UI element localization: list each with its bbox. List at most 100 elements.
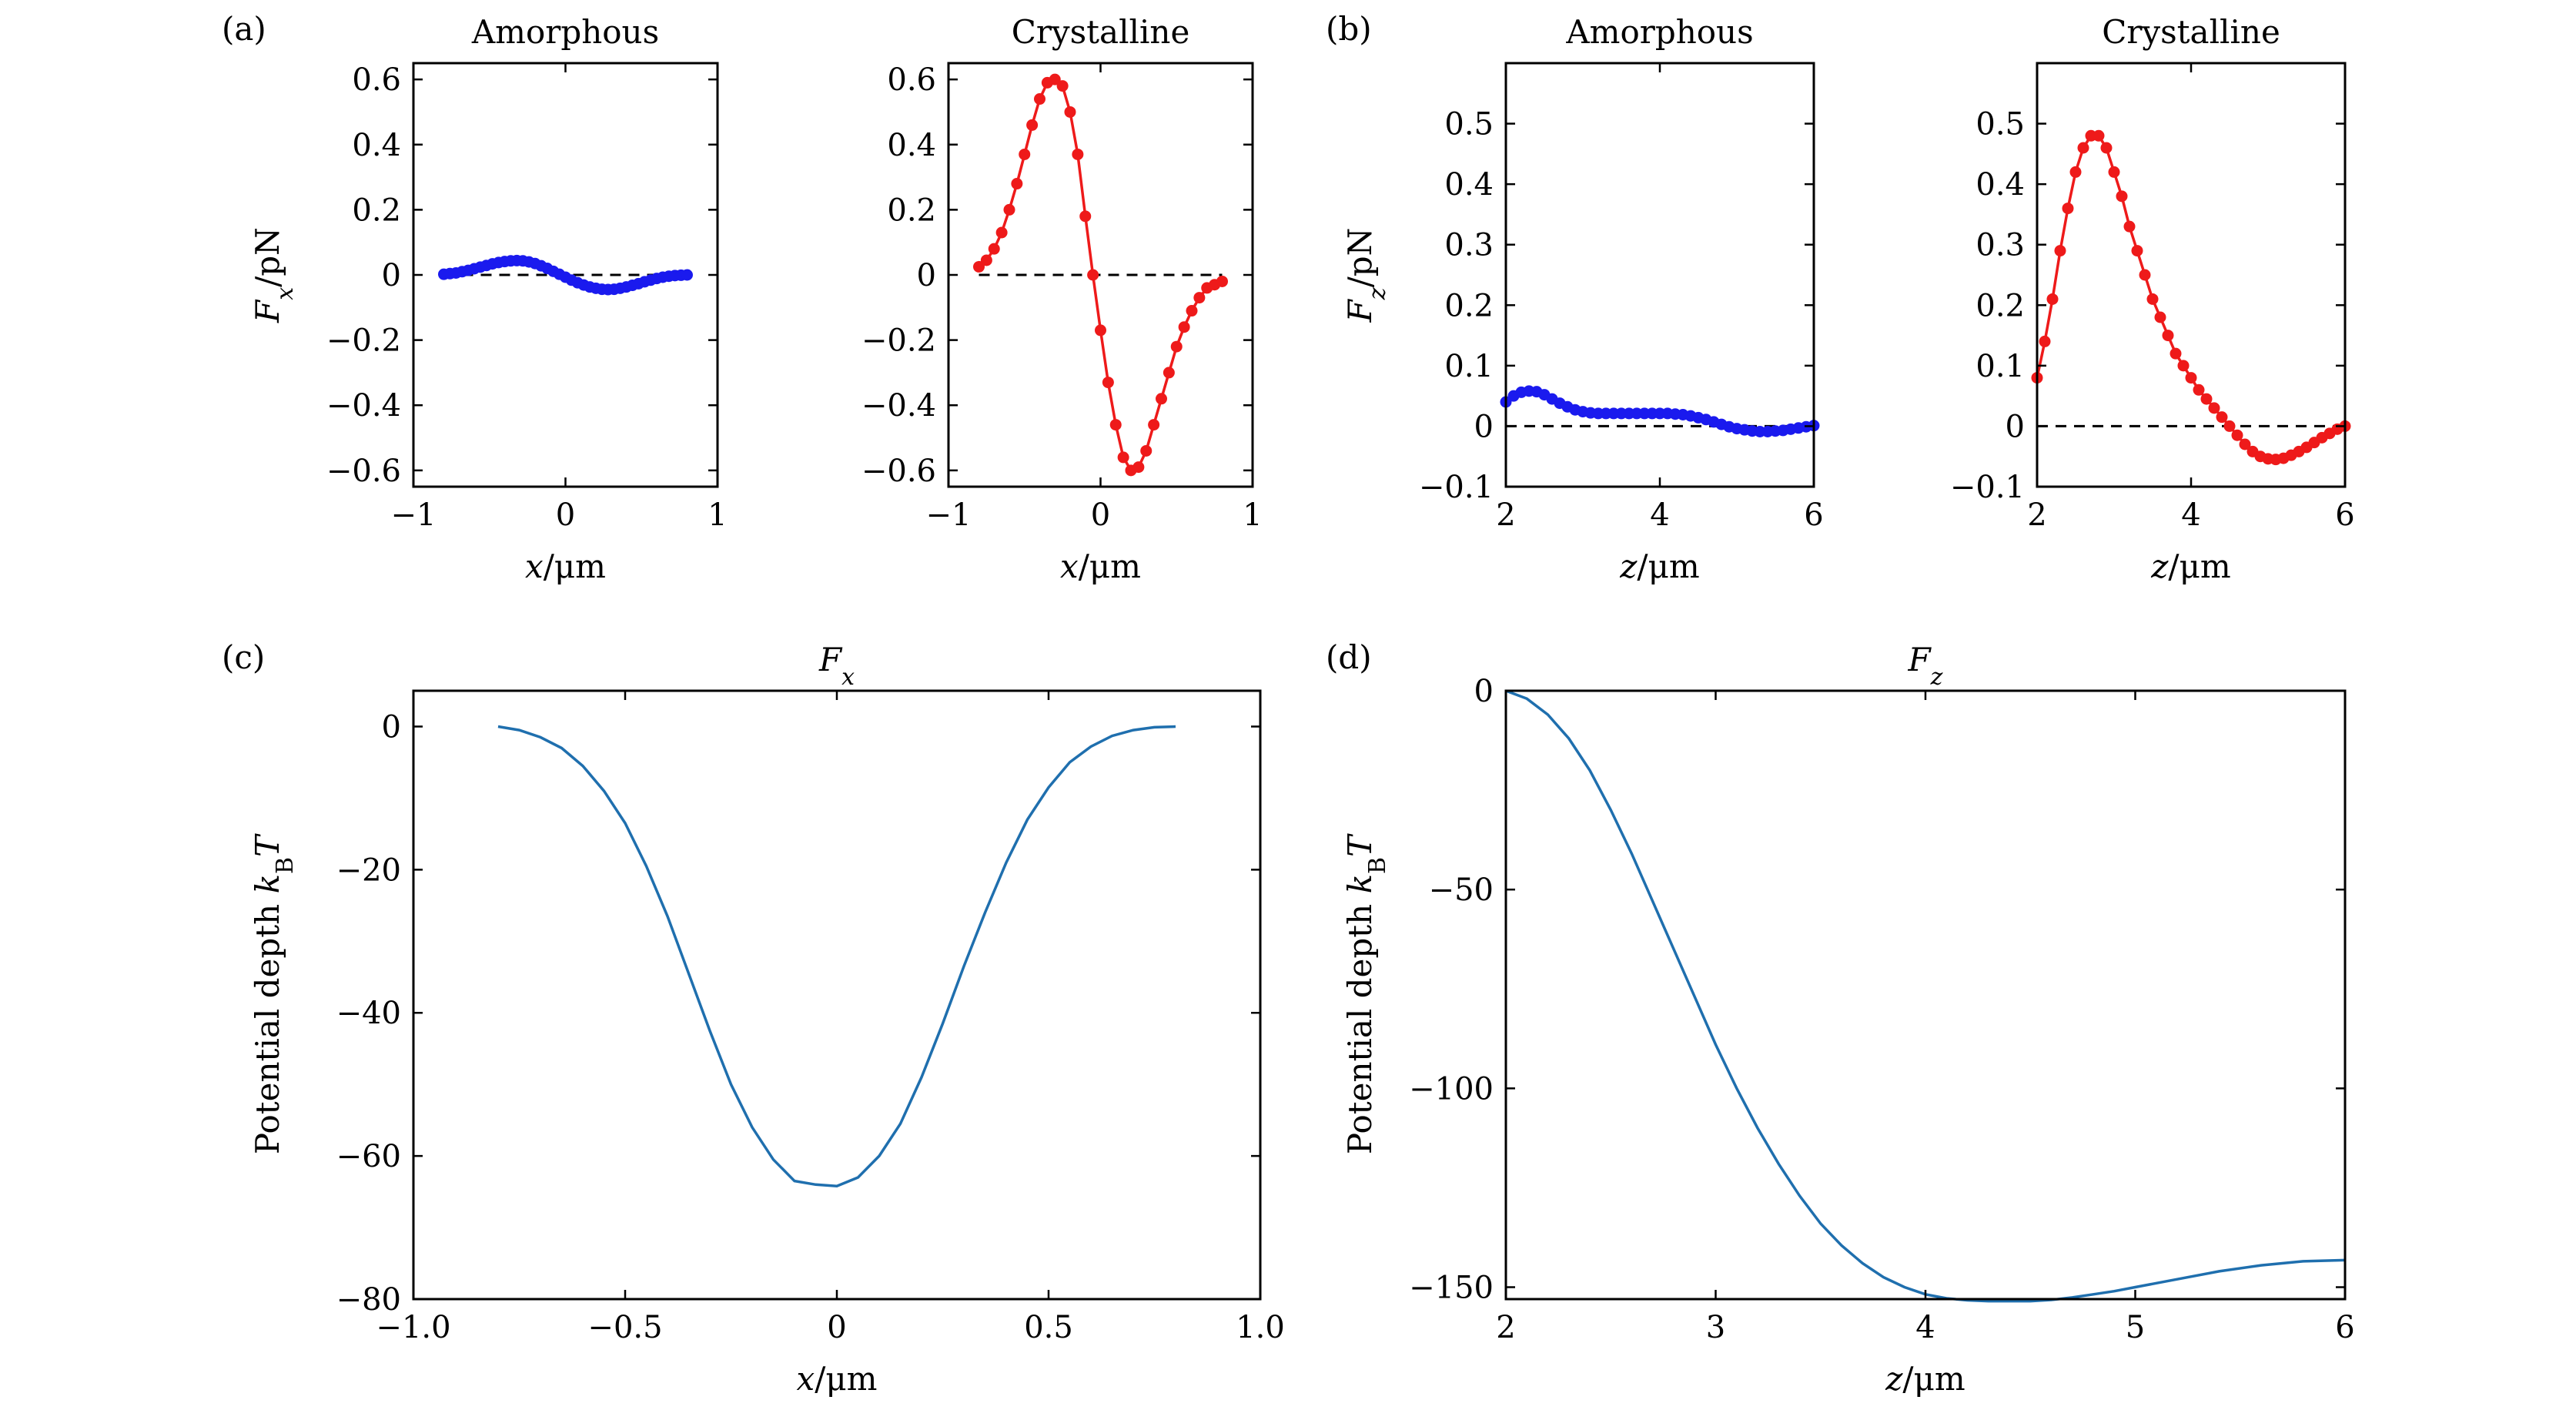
data-point: [1079, 210, 1092, 223]
y-tick-label: 0: [917, 258, 936, 293]
y-tick-label: 0: [382, 258, 401, 293]
data-point: [2223, 420, 2236, 432]
x-tick-label: 1: [1243, 497, 1262, 533]
data-point: [1140, 444, 1153, 457]
x-tick-label: −1: [391, 497, 437, 533]
x-tick-label: 6: [2335, 497, 2354, 533]
x-tick-label: 1.0: [1236, 1310, 1285, 1345]
data-point: [2054, 245, 2066, 257]
data-point: [1193, 292, 1206, 304]
y-axis-label: Potential depth kBT: [249, 833, 299, 1154]
data-point: [2193, 383, 2205, 396]
y-tick-label: 0: [1474, 674, 1494, 709]
data-point: [2100, 142, 2113, 154]
x-axis-label: x/μm: [1060, 548, 1141, 585]
chart-panel-a1: −1 0 1 −0.6 −0.4 −0.2 0 0.2 0.4 0.6 Amorphous x/μm F…: [249, 13, 728, 585]
data-point: [1186, 305, 1198, 317]
chart-panel-b1: 2 4 6 −0.1 0 0.1 0.2 0.3 0.4 0.5 Amorphous z/μm Fz/p…: [1341, 13, 1824, 585]
plots-group: −1 0 1 −0.6 −0.4 −0.2 0 0.2 0.4 0.6 Amorphous x/μm F…: [249, 13, 2355, 1398]
y-tick-label: 0.2: [1975, 288, 2025, 323]
plot-frame: [2036, 62, 2347, 488]
data-point: [2185, 372, 2197, 384]
data-point: [1026, 119, 1039, 131]
y-tick-label: −50: [1429, 872, 1494, 908]
data-point: [2046, 293, 2059, 305]
y-tick-label: 0: [1474, 409, 1494, 444]
data-point: [1216, 275, 1228, 287]
data-point: [1156, 393, 1167, 405]
y-tick-label: 0: [2006, 409, 2025, 444]
data-point: [1034, 93, 1045, 105]
y-tick-label: −60: [336, 1139, 401, 1174]
y-tick-label: −0.1: [1950, 470, 2025, 505]
y-tick-label: 0.4: [887, 128, 936, 163]
y-tick-label: 0.2: [1444, 288, 1494, 323]
y-tick-label: 0.4: [1975, 167, 2025, 203]
panel-label-c: (c): [222, 638, 265, 676]
data-point: [2108, 166, 2120, 178]
x-axis-label: x/μm: [797, 1360, 878, 1398]
data-point: [1117, 451, 1129, 464]
data-point: [1109, 419, 1122, 431]
x-tick-label: −1.0: [376, 1310, 450, 1345]
data-point: [2208, 402, 2220, 414]
x-tick-label: 3: [1706, 1310, 1725, 1345]
data-point: [2093, 129, 2105, 142]
data-point: [2131, 245, 2143, 257]
data-point: [2116, 190, 2128, 203]
x-tick-label: 6: [2335, 1310, 2354, 1345]
y-tick-label: −0.4: [861, 388, 936, 424]
y-tick-label: 0.1: [1444, 349, 1494, 384]
y-tick-label: 0.2: [887, 193, 936, 228]
data-point: [2077, 142, 2089, 154]
chart-panel-c: −1.0 −0.5 0 0.5 1.0 −80 −60 −40 −20 0 Fx x/μm Potent…: [249, 641, 1285, 1398]
data-point: [1056, 80, 1069, 92]
data-point: [2216, 411, 2228, 424]
x-tick-label: −0.5: [587, 1310, 662, 1345]
chart-title: Fz: [1908, 641, 1943, 691]
x-tick-label: 0: [1091, 497, 1110, 533]
chart-title: Crystalline: [2102, 13, 2280, 51]
y-tick-label: 0.5: [1975, 107, 2025, 142]
panel-label-b: (b): [1326, 10, 1372, 48]
y-tick-label: 0.5: [1444, 107, 1494, 142]
data-point: [1011, 178, 1023, 190]
data-point: [2170, 347, 2182, 360]
x-tick-label: 2: [1496, 497, 1515, 533]
y-tick-label: −0.6: [861, 454, 936, 489]
x-tick-label: 0: [827, 1310, 846, 1345]
y-tick-label: −0.1: [1419, 470, 1494, 505]
data-point: [2146, 293, 2159, 305]
y-tick-label: −80: [336, 1282, 401, 1318]
data-point: [1102, 377, 1114, 389]
chart-panel-a2: −1 0 1 −0.6 −0.4 −0.2 0 0.2 0.4 0.6 Crystalline x/μ…: [861, 13, 1263, 585]
y-tick-label: −150: [1409, 1271, 1494, 1306]
x-tick-label: 4: [2181, 497, 2200, 533]
x-axis-label: z/μm: [1619, 548, 1699, 585]
y-tick-label: −0.6: [326, 454, 401, 489]
chart-panel-b2: 2 4 6 −0.1 0 0.1 0.2 0.3 0.4 0.5 Crystalline z/μm: [1950, 13, 2355, 585]
data-point: [2039, 335, 2051, 347]
plot-frame: [1504, 689, 2347, 1301]
y-tick-label: −40: [336, 996, 401, 1031]
x-axis-label: z/μm: [2150, 548, 2230, 585]
data-point: [2123, 220, 2136, 233]
x-tick-label: −1: [926, 497, 972, 533]
x-tick-label: 2: [1496, 1310, 1515, 1345]
data-point: [1148, 419, 1160, 431]
y-tick-label: 0: [382, 709, 401, 745]
x-tick-label: 0.5: [1024, 1310, 1073, 1345]
x-axis-label: x/μm: [525, 548, 606, 585]
series-line-d: [1505, 689, 2346, 1303]
y-tick-label: 0.3: [1975, 228, 2025, 263]
data-point: [1132, 461, 1145, 474]
data-point: [2162, 330, 2174, 342]
data-point: [988, 243, 1000, 255]
data-point: [2200, 393, 2213, 405]
y-tick-label: −20: [336, 852, 401, 888]
data-point: [2154, 311, 2166, 323]
data-point: [1049, 73, 1061, 85]
chart-title: Amorphous: [471, 13, 659, 51]
data-point: [681, 269, 693, 281]
data-point: [1095, 324, 1106, 337]
